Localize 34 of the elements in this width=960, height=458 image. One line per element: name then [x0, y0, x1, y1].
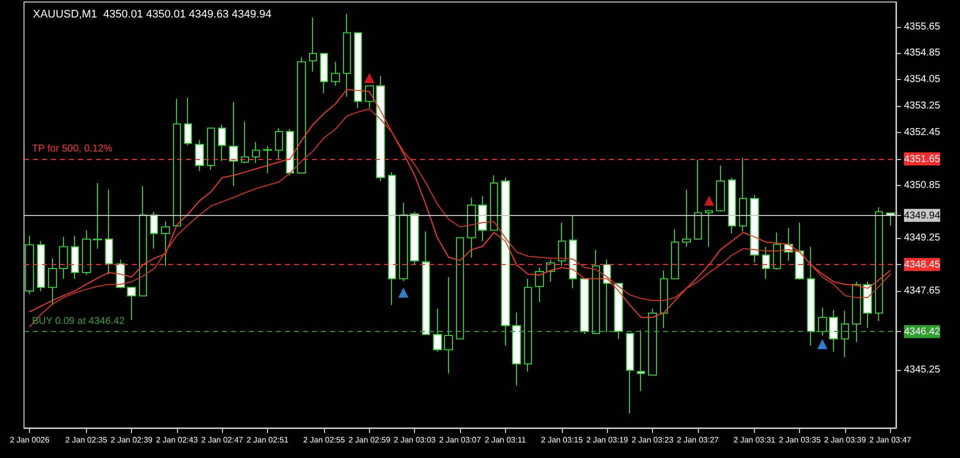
x-tick-label: 2 Jan 02:43 [156, 436, 198, 444]
y-tick-label: 4354.85 [904, 48, 941, 59]
x-tick-label: 2 Jan 03:47 [869, 436, 912, 444]
text: XAUUSD,M1 4350.01 4350.01 4349.63 4349.94 [33, 8, 272, 20]
y-tick-label: 4348.45 [904, 260, 941, 271]
y-tick-label: 4350.85 [904, 180, 941, 191]
x-tick-label: 2 Jan 02:55 [303, 436, 346, 444]
y-tick-label: 4354.05 [904, 74, 941, 86]
x-tick-label: 2 Jan 0026 [10, 436, 50, 444]
y-tick-label: 4347.65 [904, 285, 941, 296]
x-tick-label: 2 Jan 03:27 [676, 436, 720, 444]
x-tick-label: 2 Jan 02:35 [65, 436, 108, 444]
y-tick-label: 4355.65 [904, 21, 941, 32]
y-tick-label: 4346.42 [904, 326, 941, 338]
x-tick-label: 2 Jan 02:51 [246, 436, 289, 444]
y-tick-label: 4353.25 [904, 100, 941, 112]
y-tick-label: 4351.65 [904, 154, 941, 165]
x-tick-label: 2 Jan 03:11 [484, 436, 526, 444]
x-tick-label: 2 Jan 02:47 [201, 436, 244, 444]
x-tick-label: 2 Jan 03:03 [394, 436, 436, 444]
y-tick-label: 4352.45 [904, 126, 941, 138]
x-tick-label: 2 Jan 03:31 [734, 436, 776, 444]
x-tick-label: 2 Jan 03:39 [824, 436, 866, 444]
x-tick-label: 2 Jan 02:39 [110, 436, 154, 444]
y-tick-label: 4349.25 [904, 232, 941, 244]
x-tick-label: 2 Jan 03:23 [632, 436, 674, 444]
x-tick-label: 2 Jan 03:15 [541, 436, 584, 444]
ref-line-label: TP for 500, 0.12% [32, 143, 113, 154]
x-tick-label: 2 Jan 03:07 [439, 436, 482, 444]
x-tick-label: 2 Jan 03:19 [586, 436, 629, 444]
x-tick-label: 2 Jan 02:59 [348, 436, 391, 444]
y-tick-label: 4349.94 [904, 210, 941, 222]
x-tick-label: 2 Jan 03:35 [778, 436, 822, 444]
y-tick-label: 4345.25 [904, 364, 941, 376]
